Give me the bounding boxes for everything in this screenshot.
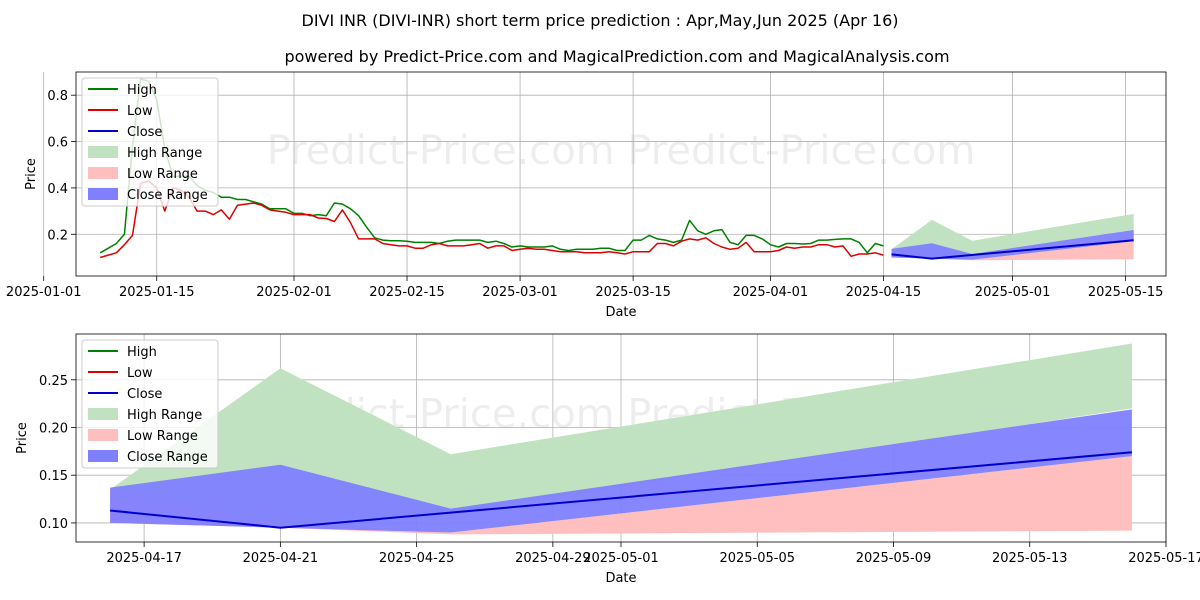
high-range-band xyxy=(110,343,1132,523)
y-axis-label: Price xyxy=(15,422,30,454)
watermark-text: Predict-Price.com Predict-Price.com xyxy=(267,128,976,174)
x-tick-label: 2025-05-05 xyxy=(719,551,795,566)
legend-swatch-low-range xyxy=(88,167,118,179)
x-tick-label: 2025-01-01 xyxy=(6,285,82,300)
legend-swatch-close-range xyxy=(88,188,118,200)
legend-label-low: Low xyxy=(127,104,153,119)
x-tick-label: 2025-05-01 xyxy=(583,551,659,566)
axes-frame xyxy=(75,71,1167,277)
x-tick-label: 2025-05-09 xyxy=(856,551,932,566)
close-range-band xyxy=(891,229,1134,260)
close-range-band xyxy=(110,409,1132,533)
x-tick-label: 2025-04-01 xyxy=(733,285,809,300)
legend-label-low: Low xyxy=(127,366,153,381)
grid xyxy=(43,72,1166,276)
legend-label-close: Close xyxy=(127,125,162,140)
x-tick-label: 2025-05-17 xyxy=(1128,551,1200,566)
legend-swatch-high-range xyxy=(88,408,118,420)
x-tick-label: 2025-04-17 xyxy=(106,551,182,566)
plot-area xyxy=(99,78,1134,261)
high-series-line xyxy=(99,78,884,254)
low-range-band xyxy=(891,241,1134,261)
x-tick-label: 2025-05-01 xyxy=(975,285,1051,300)
x-tick-label: 2025-01-15 xyxy=(119,285,195,300)
close-series-line xyxy=(109,451,1132,529)
legend: High Low Close High Range Low Range Close Ran… xyxy=(81,339,219,469)
y-axis-label: Price xyxy=(24,158,39,190)
x-tick-label: 2025-04-25 xyxy=(379,551,455,566)
x-tick-label: 2025-04-29 xyxy=(515,551,591,566)
x-tick-label: 2025-03-01 xyxy=(482,285,558,300)
legend-swatch-low-range xyxy=(88,429,118,441)
y-tick-label: 0.6 xyxy=(47,136,68,151)
y-tick-label: 0.8 xyxy=(47,89,68,104)
x-axis-label: Date xyxy=(605,571,636,586)
x-tick-label: 2025-05-15 xyxy=(1088,285,1164,300)
top-panel: Predict-Price.com Predict-Price.com 2025-… xyxy=(6,71,1167,320)
legend-label-close-range: Close Range xyxy=(127,450,208,465)
axes-frame xyxy=(75,333,1167,543)
legend-label-high: High xyxy=(127,83,157,98)
legend-swatch-close-range xyxy=(88,450,118,462)
x-tick-label: 2025-03-15 xyxy=(595,285,671,300)
x-tick-label: 2025-02-01 xyxy=(256,285,332,300)
chart-title: DIVI INR (DIVI-INR) short term price pre… xyxy=(302,11,899,30)
x-tick-label: 2025-04-21 xyxy=(243,551,319,566)
y-tick-label: 0.15 xyxy=(39,469,68,484)
legend-label-high-range: High Range xyxy=(127,146,202,161)
high-range-band xyxy=(891,213,1134,258)
close-series-line xyxy=(891,239,1134,260)
bottom-panel: Predict-Price.com Predict-Price.com2025-… xyxy=(15,333,1200,586)
legend-label-close-range: Close Range xyxy=(127,188,208,203)
x-tick-label: 2025-04-15 xyxy=(846,285,922,300)
y-tick-label: 0.20 xyxy=(39,422,68,437)
chart-subtitle: powered by Predict-Price.com and Magical… xyxy=(284,47,949,66)
legend-label-close: Close xyxy=(127,387,162,402)
legend-label-low-range: Low Range xyxy=(127,167,198,182)
plot-area xyxy=(109,343,1132,535)
y-tick-label: 0.10 xyxy=(39,517,68,532)
low-series-line xyxy=(99,180,884,259)
x-tick-label: 2025-02-15 xyxy=(369,285,445,300)
legend-label-low-range: Low Range xyxy=(127,429,198,444)
low-range-band xyxy=(110,456,1132,535)
y-tick-label: 0.4 xyxy=(47,182,68,197)
legend-label-high-range: High Range xyxy=(127,408,202,423)
x-axis-label: Date xyxy=(605,305,636,320)
legend: High Low Close High Range Low Range Close Ran… xyxy=(81,77,219,207)
y-tick-label: 0.25 xyxy=(39,374,68,389)
legend-swatch-high-range xyxy=(88,146,118,158)
y-tick-label: 0.2 xyxy=(47,228,68,243)
legend-label-high: High xyxy=(127,345,157,360)
x-tick-label: 2025-05-13 xyxy=(992,551,1068,566)
